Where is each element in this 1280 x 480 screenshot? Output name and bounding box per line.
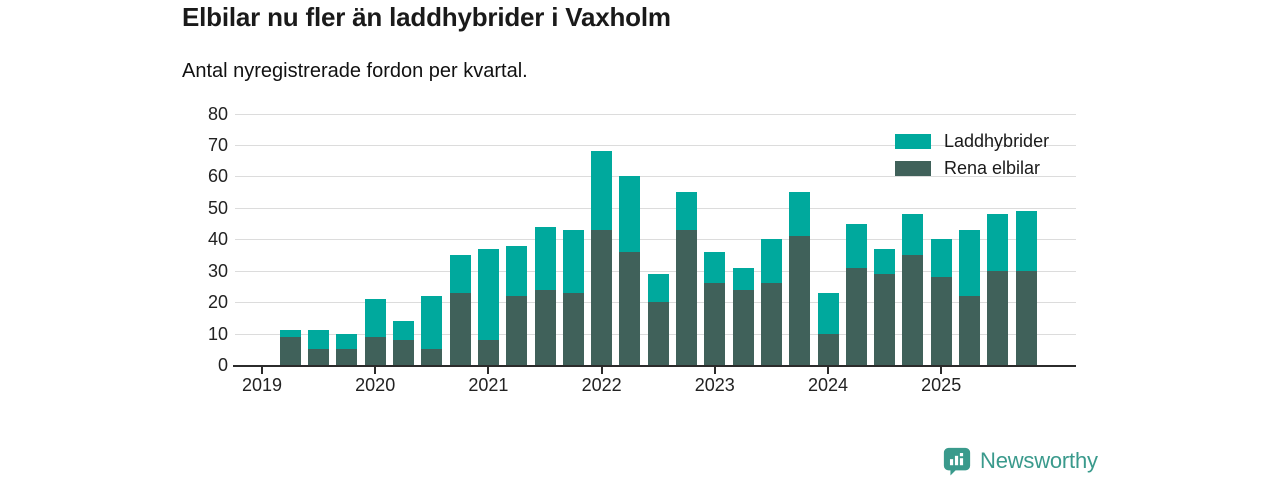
chart-title: Elbilar nu fler än laddhybrider i Vaxhol… [182,2,671,32]
bar-segment-laddhybrider [619,176,641,252]
x-axis-tick [374,367,377,374]
bar-segment-laddhybrider [987,214,1009,271]
bar-segment-laddhybrider [393,321,414,340]
bar-segment-laddhybrider [874,248,896,274]
y-tick-label: 30 [207,260,228,281]
bar-segment-laddhybrider [279,330,301,337]
bar-segment-rena-elbilar [506,295,528,365]
bar-segment-rena-elbilar [449,292,471,365]
x-tick-label: 2022 [581,375,622,395]
bar-segment-rena-elbilar [704,283,726,365]
bar-segment-rena-elbilar [393,339,414,365]
x-axis-tick [487,367,490,374]
gridline-50 [235,207,1076,209]
x-tick-label: 2019 [241,375,283,395]
y-tick-label: 0 [217,355,228,375]
bar-segment-rena-elbilar [760,283,782,365]
x-tick-label: 2020 [355,375,396,395]
bar-segment-laddhybrider [647,273,669,303]
bar-segment-rena-elbilar [1015,270,1037,365]
bar-segment-rena-elbilar [930,277,952,365]
x-tick-label: 2024 [807,375,849,395]
bar-segment-laddhybrider [364,299,386,337]
bar-segment-laddhybrider [421,295,443,350]
newsworthy-bubble-icon [942,446,972,476]
y-tick-label: 10 [207,323,228,344]
legend-item-laddhybrider: Laddhybrider [895,131,1049,152]
chart-subtitle: Antal nyregistrerade fordon per kvartal. [182,60,528,82]
rena-elbilar-swatch [895,161,931,176]
bar-segment-rena-elbilar [959,295,980,365]
bar-segment-rena-elbilar [308,349,330,365]
legend: Laddhybrider Rena elbilar [895,131,1049,185]
bar-segment-laddhybrider [930,239,952,277]
bar-segment-rena-elbilar [421,349,443,365]
bar-segment-rena-elbilar [676,229,697,365]
bar-segment-laddhybrider [676,192,697,230]
bar-segment-laddhybrider [760,239,782,284]
bar-segment-rena-elbilar [647,302,669,365]
bar-segment-laddhybrider [959,229,980,296]
bar-segment-rena-elbilar [987,270,1009,365]
x-tick-label: 2025 [921,375,962,395]
bar-segment-rena-elbilar [732,289,754,365]
legend-label: Rena elbilar [944,158,1041,178]
bar-segment-laddhybrider [336,333,358,350]
y-tick-label: 80 [207,103,228,124]
legend-item-rena-elbilar: Rena elbilar [895,158,1049,179]
bar-segment-rena-elbilar [364,336,386,365]
bar-segment-rena-elbilar [817,333,839,365]
x-tick-label: 2023 [694,375,735,395]
bar-segment-laddhybrider [1015,211,1037,271]
bar-segment-rena-elbilar [902,255,924,365]
bar-segment-rena-elbilar [874,273,896,365]
bar-segment-rena-elbilar [534,289,556,365]
bar-segment-rena-elbilar [591,229,613,365]
x-axis-tick [940,367,943,374]
bar-segment-laddhybrider [732,267,754,290]
y-tick-label: 70 [207,135,228,156]
bar-segment-laddhybrider [817,292,839,334]
bar-segment-laddhybrider [562,229,584,293]
bar-segment-rena-elbilar [477,339,499,365]
bar-segment-rena-elbilar [279,336,301,365]
y-tick-label: 20 [207,292,228,313]
gridline-30 [235,270,1076,272]
bar-segment-rena-elbilar [336,349,358,365]
bar-segment-laddhybrider [506,245,528,296]
bar-segment-rena-elbilar [845,267,867,365]
y-tick-label: 40 [207,229,228,250]
bar-segment-rena-elbilar [789,236,811,365]
gridline-70 [235,145,1076,147]
gridline-80 [235,113,1076,115]
x-tick-label: 2021 [468,375,509,395]
bar-segment-laddhybrider [308,330,330,350]
bar-segment-rena-elbilar [619,251,641,365]
bar-segment-laddhybrider [704,251,726,284]
legend-label: Laddhybrider [944,131,1050,151]
laddhybrider-swatch [895,134,931,149]
x-axis-tick [827,367,829,374]
bar-segment-laddhybrider [534,226,556,290]
bar-segment-laddhybrider [477,248,499,340]
y-tick-label: 50 [207,197,228,218]
bar-segment-laddhybrider [449,255,471,293]
newsworthy-wordmark: Newsworthy [980,448,1098,473]
x-axis-tick [261,367,263,374]
x-axis-tick [600,367,603,374]
x-axis-tick [713,367,716,374]
gridline-40 [235,239,1076,241]
x-axis-line [233,365,1076,367]
y-tick-label: 60 [207,166,228,187]
bar-segment-laddhybrider [789,192,811,237]
gridline-60 [235,176,1076,178]
bar-segment-laddhybrider [845,223,867,268]
bar-segment-laddhybrider [591,151,613,230]
newsworthy-logo[interactable]: Newsworthy [942,446,1098,476]
bar-segment-laddhybrider [902,214,924,255]
bar-segment-rena-elbilar [562,292,584,365]
